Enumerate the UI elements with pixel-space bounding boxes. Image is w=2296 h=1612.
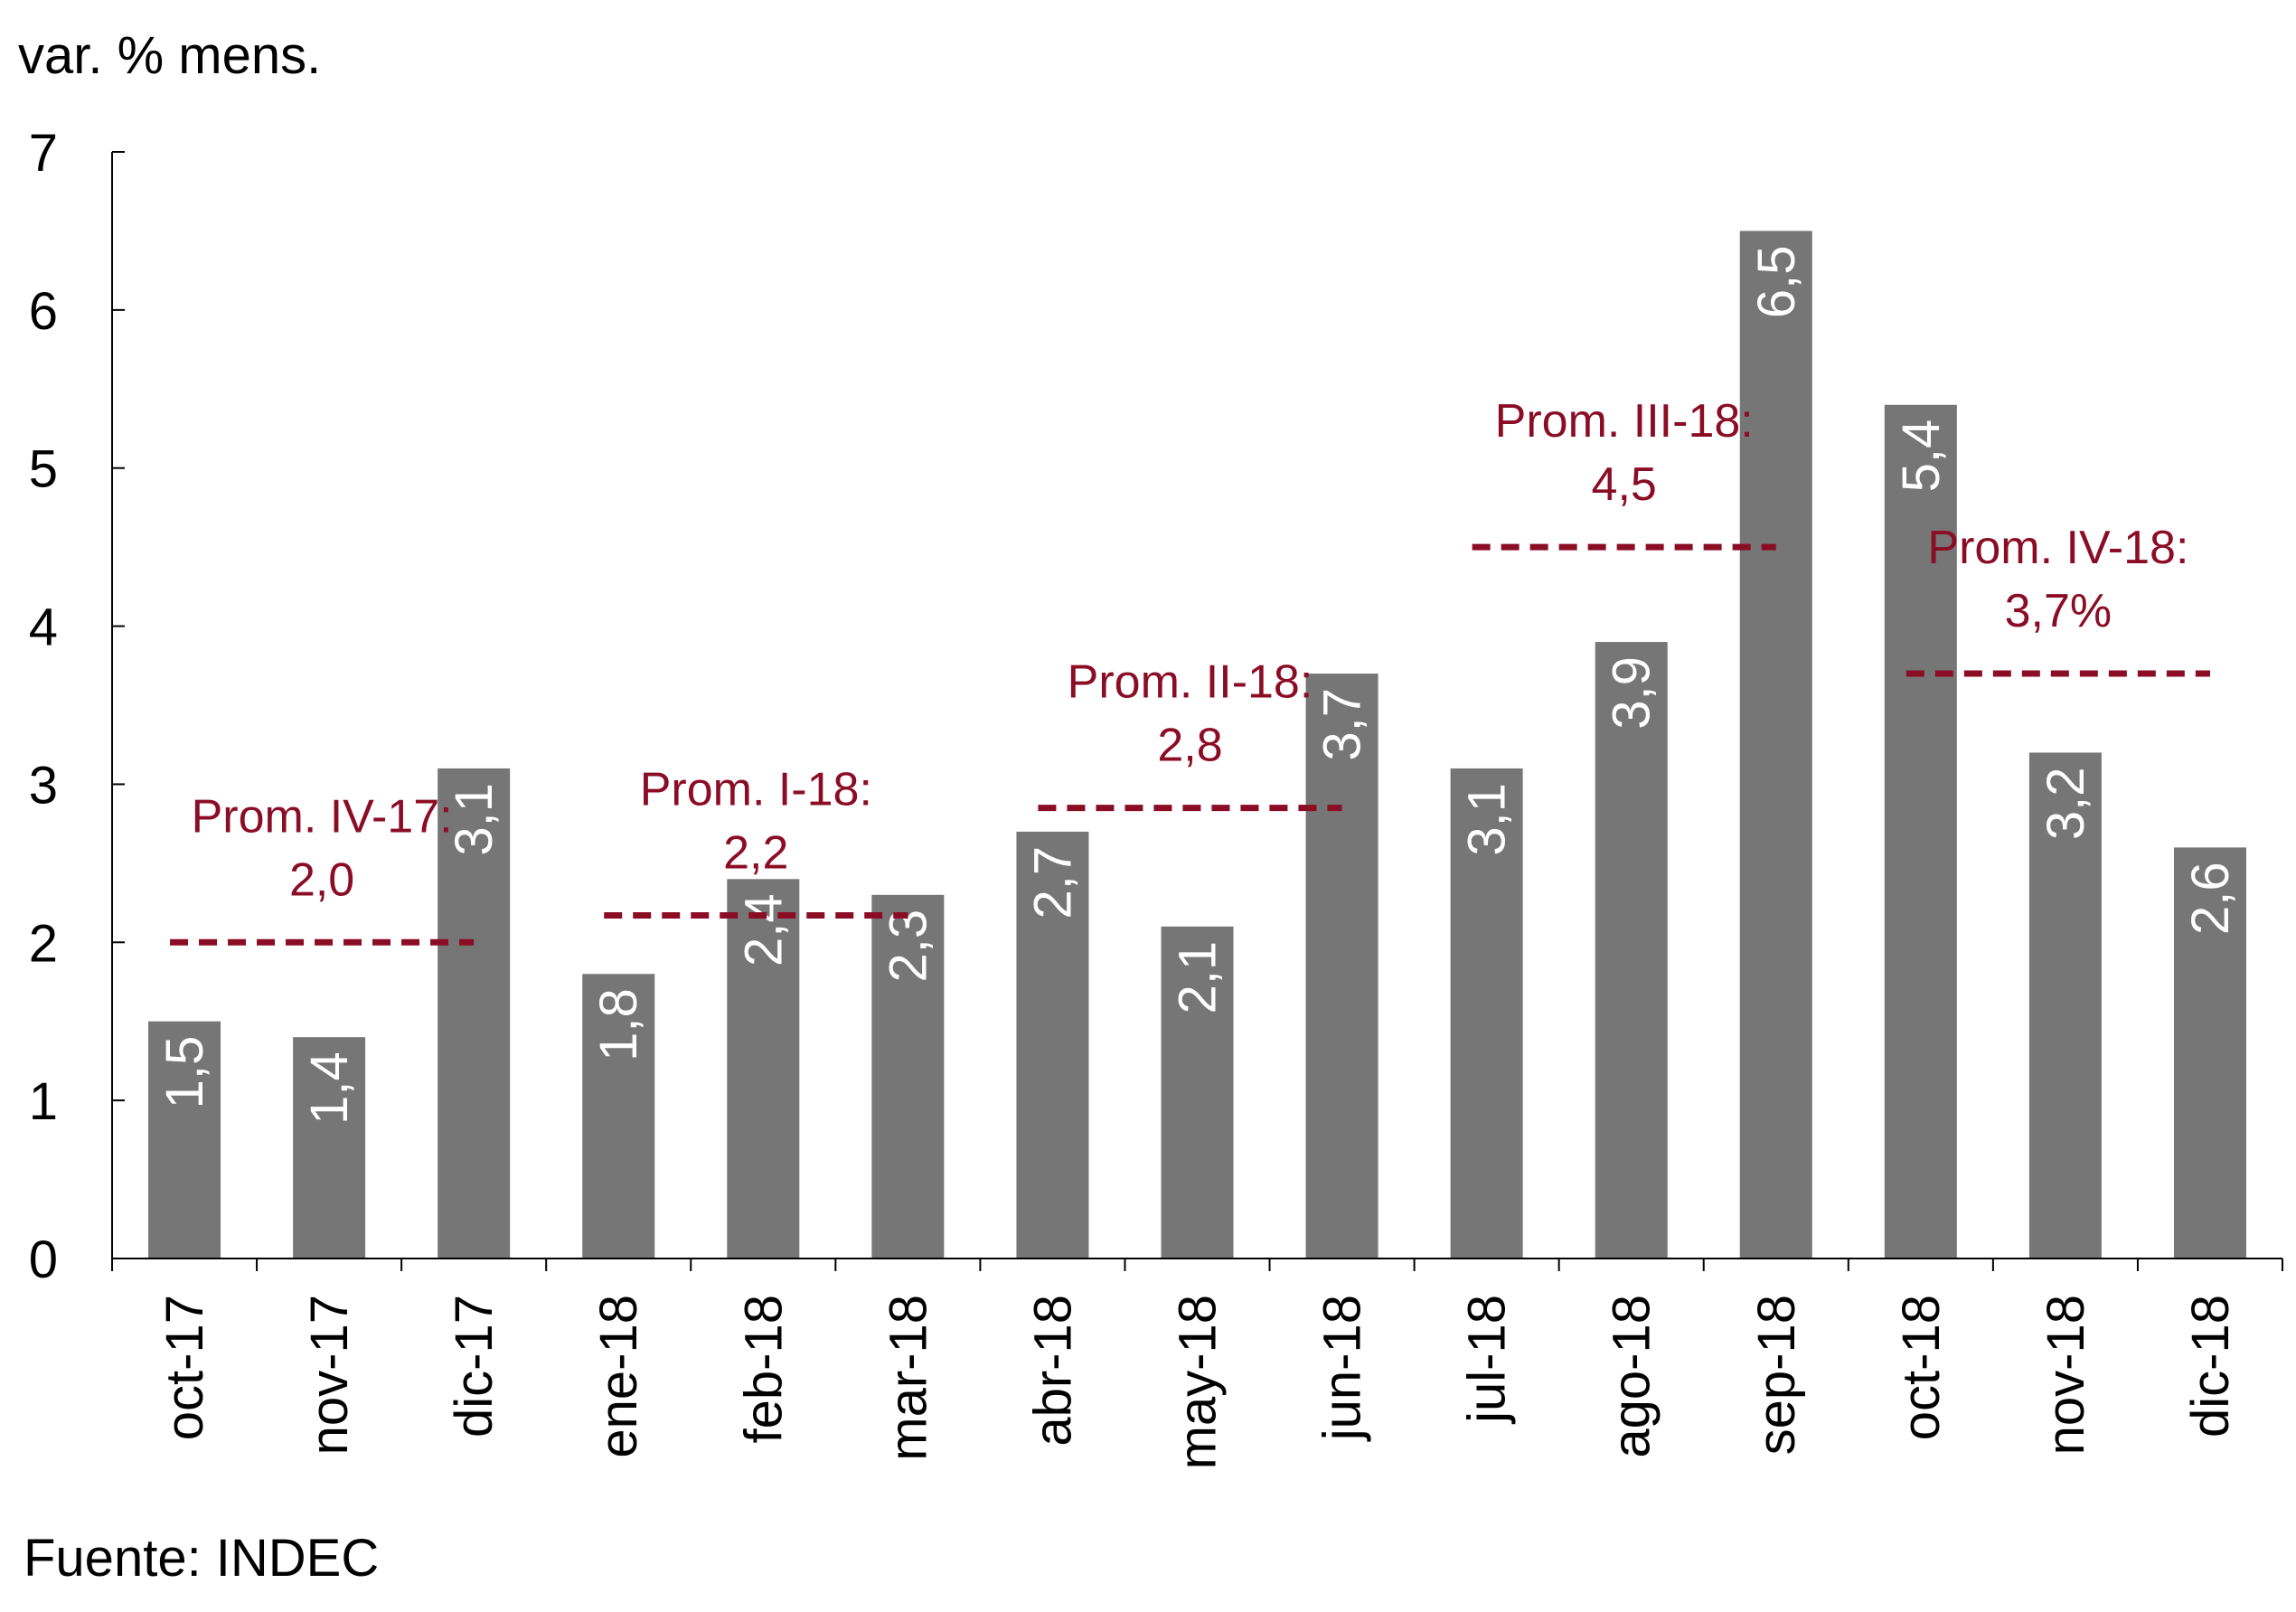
bar (2028, 752, 2102, 1258)
x-tick-label: dic-17 (445, 1295, 503, 1438)
bar-value-label: 2,7 (1023, 846, 1082, 919)
y-axis-unit-label: var. % mens. (18, 26, 322, 85)
x-tick-label: ene-18 (589, 1295, 648, 1458)
average-value-label: 2,0 (289, 853, 354, 906)
bar-value-label: 2,1 (1169, 941, 1228, 1014)
bar-value-label: 3,7 (1313, 688, 1372, 761)
bar (1595, 642, 1668, 1258)
x-tick-label: jul-18 (1458, 1295, 1517, 1425)
bar (582, 974, 655, 1258)
bar-value-label: 3,1 (1458, 783, 1517, 856)
bar (1450, 768, 1523, 1258)
x-tick-label: mar-18 (879, 1295, 937, 1461)
y-tick-label: 7 (29, 124, 58, 183)
x-tick-label: abr-18 (1023, 1295, 1082, 1447)
bar (1739, 231, 1812, 1258)
y-tick-label: 6 (29, 282, 58, 341)
bar (1884, 404, 1957, 1258)
y-tick-label: 1 (29, 1072, 58, 1131)
x-tick-label: oct-17 (155, 1295, 214, 1440)
average-label: Prom. IV-17: (192, 790, 453, 843)
bar-value-label: 3,9 (1603, 656, 1661, 730)
bar-value-label: 2,4 (734, 893, 793, 966)
bar (1016, 831, 1089, 1258)
bar (1161, 926, 1234, 1258)
bar-value-label: 2,6 (2181, 862, 2240, 935)
x-tick-label: nov-18 (2037, 1295, 2095, 1455)
bar-value-label: 1,8 (589, 988, 648, 1061)
bar (2173, 847, 2246, 1258)
y-tick-label: 4 (29, 599, 58, 657)
average-value-label: 4,5 (1592, 458, 1657, 511)
x-tick-label: oct-18 (1892, 1295, 1951, 1440)
bar-value-label: 1,4 (300, 1051, 359, 1125)
source-note: Fuente: INDEC (24, 1529, 380, 1588)
bar-value-label: 3,2 (2037, 767, 2095, 840)
bar-value-label: 5,4 (1892, 419, 1951, 493)
x-tick-label: jun-18 (1313, 1295, 1372, 1442)
x-tick-label: sep-18 (1747, 1295, 1806, 1455)
bar-value-label: 1,5 (155, 1036, 214, 1109)
y-tick-label: 0 (29, 1230, 58, 1289)
average-label: Prom. III-18: (1495, 395, 1754, 448)
average-label: Prom. II-18: (1068, 656, 1313, 709)
bar (438, 768, 511, 1258)
x-tick-label: may-18 (1169, 1295, 1228, 1469)
x-tick-label: dic-18 (2181, 1295, 2240, 1438)
y-tick-label: 5 (29, 440, 58, 499)
bar (293, 1037, 366, 1258)
x-tick-label: nov-17 (300, 1295, 359, 1455)
bar-value-label: 2,3 (879, 910, 937, 983)
average-label: Prom. I-18: (640, 764, 872, 816)
x-tick-label: feb-18 (734, 1295, 793, 1443)
bar (1305, 674, 1379, 1258)
average-value-label: 3,7% (2005, 585, 2113, 637)
average-value-label: 2,2 (723, 827, 788, 880)
bar-value-label: 6,5 (1747, 245, 1806, 318)
bar (727, 879, 800, 1258)
bar-value-label: 3,1 (445, 783, 503, 856)
average-label: Prom. IV-18: (1927, 522, 2188, 574)
x-tick-label: ago-18 (1603, 1295, 1661, 1458)
bar (871, 894, 945, 1258)
average-value-label: 2,8 (1157, 720, 1222, 772)
y-tick-label: 2 (29, 914, 58, 973)
bar (148, 1021, 221, 1258)
y-tick-label: 3 (29, 756, 58, 815)
